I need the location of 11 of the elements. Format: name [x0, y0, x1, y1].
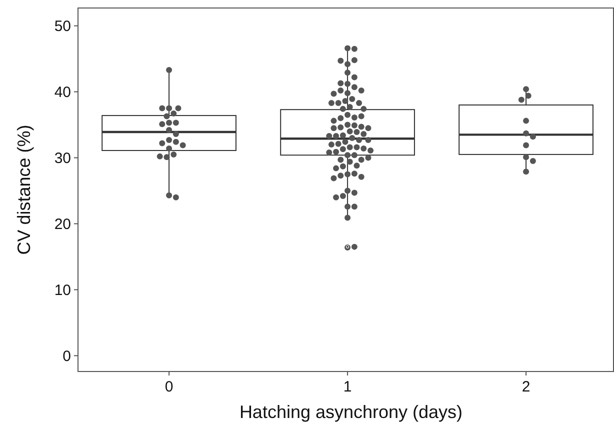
y-tick-label: 0	[62, 348, 71, 365]
y-axis-title: CV distance (%)	[14, 124, 34, 255]
x-axis-title: Hatching asynchrony (days)	[239, 402, 463, 422]
x-tick-label: 2	[522, 378, 530, 396]
y-tick-label: 30	[54, 150, 71, 168]
y-tick-label: 20	[54, 216, 71, 233]
y-tick-label: 40	[54, 84, 71, 102]
y-tick-label: 50	[54, 18, 71, 36]
x-tick-label: 1	[343, 378, 352, 396]
x-tick-label: 0	[164, 378, 174, 396]
y-tick-label: 10	[54, 282, 71, 299]
